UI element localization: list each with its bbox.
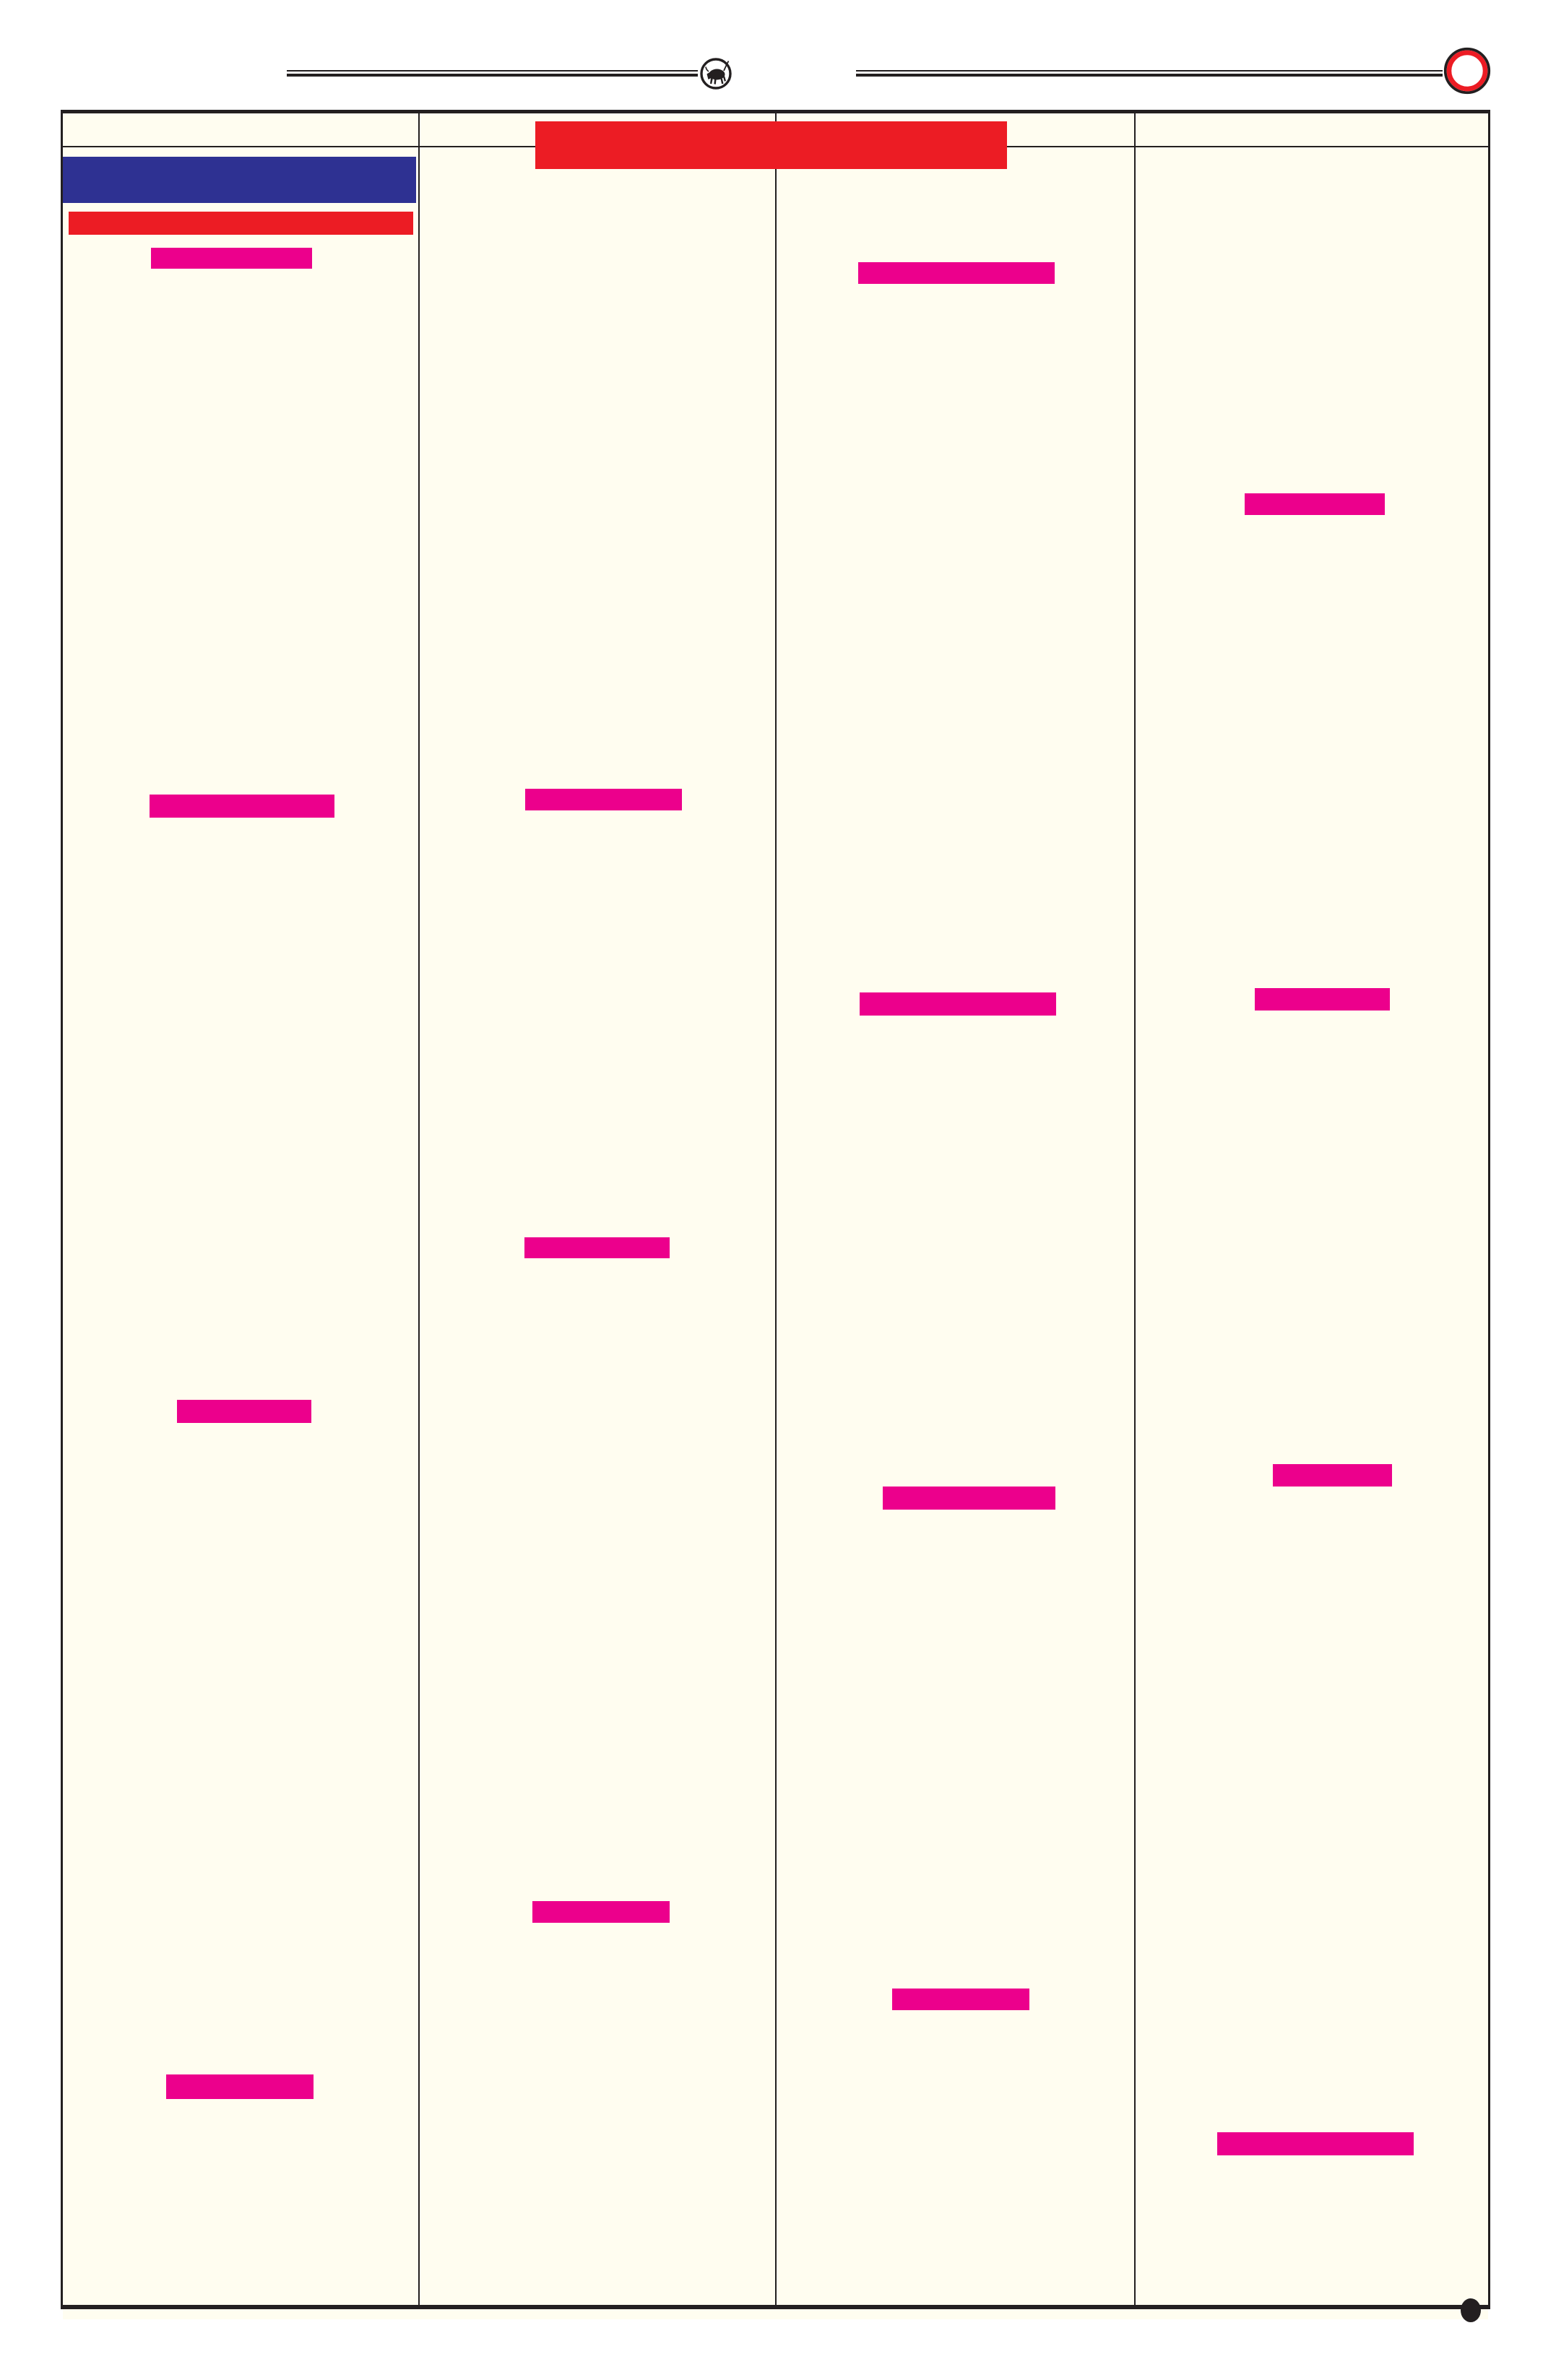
column-divider-2 [775,113,777,2305]
bull-medallion-icon [700,58,732,90]
column-divider-1 [418,113,420,2305]
masthead-rule-left [287,70,698,77]
column-divider-3 [1134,113,1136,2305]
sheet-bottom-margin [63,2309,1488,2319]
corner-dot [1461,2298,1481,2322]
page-grid-sheet [61,110,1490,2309]
masthead-rule-right [856,70,1443,77]
red-ring-circle-icon [1443,47,1491,95]
